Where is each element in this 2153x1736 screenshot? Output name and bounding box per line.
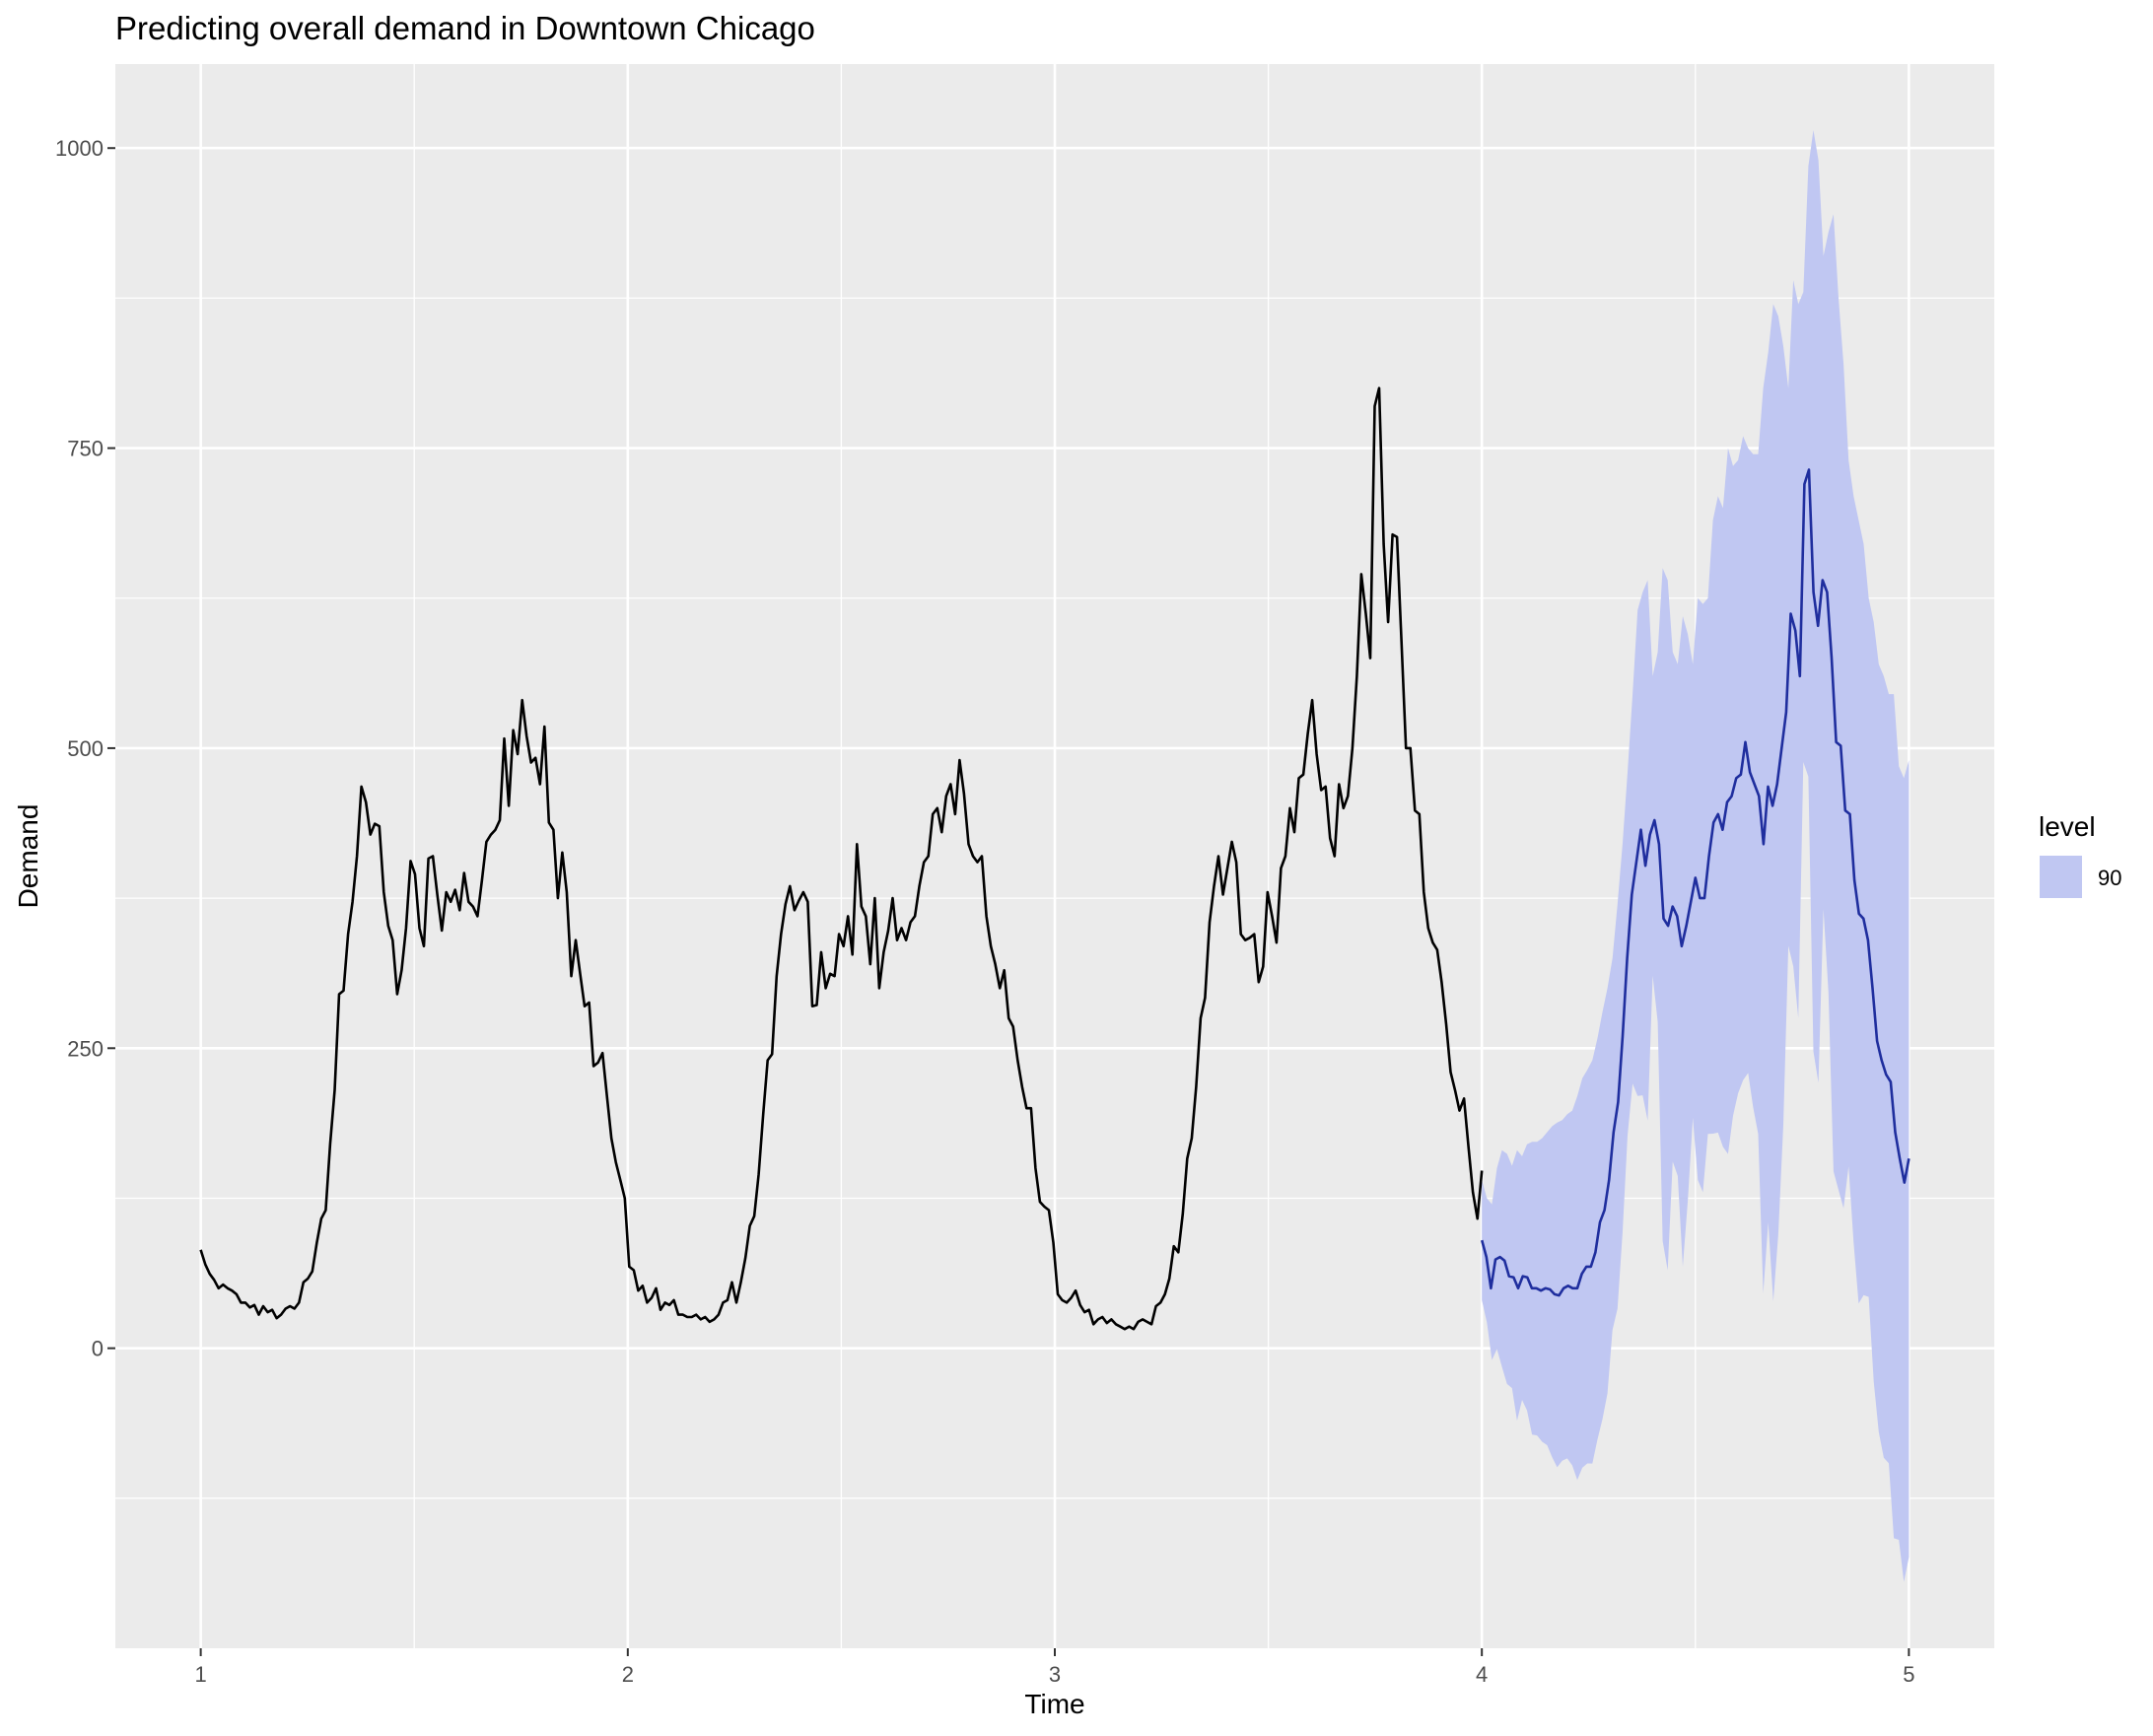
forecast-band-90: [1482, 130, 1910, 1582]
x-axis-title: Time: [1024, 1689, 1084, 1719]
legend-swatch: [2040, 856, 2082, 898]
x-tick-label: 1: [195, 1662, 207, 1687]
forecast-line: [1480, 468, 1910, 1297]
y-tick-label: 500: [67, 736, 104, 761]
y-tick-label: 1000: [55, 136, 104, 161]
chart-title: Predicting overall demand in Downtown Ch…: [115, 10, 815, 46]
x-tick-label: 3: [1049, 1662, 1061, 1687]
legend-label: 90: [2098, 866, 2121, 890]
legend-title: level: [2039, 811, 2096, 842]
y-tick-label: 750: [67, 437, 104, 461]
y-axis-title: Demand: [13, 804, 43, 909]
x-tick-label: 4: [1476, 1662, 1488, 1687]
y-tick-label: 0: [92, 1337, 104, 1361]
x-tick-label: 2: [622, 1662, 634, 1687]
x-tick-label: 5: [1903, 1662, 1914, 1687]
y-tick-label: 250: [67, 1036, 104, 1061]
history-line: [199, 386, 1484, 1331]
